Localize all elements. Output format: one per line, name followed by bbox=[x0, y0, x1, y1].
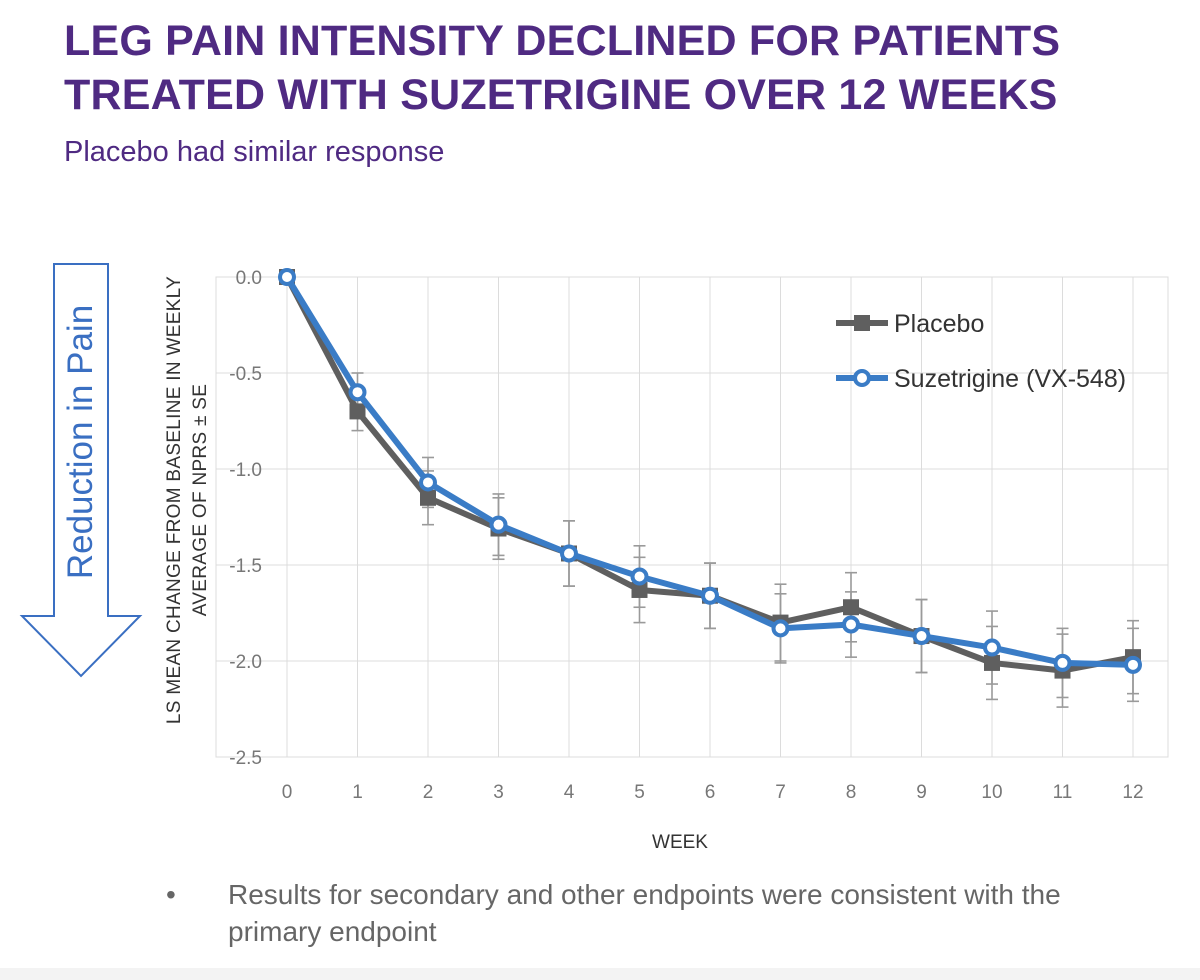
plot-area bbox=[215, 276, 1169, 758]
x-tick-label: 5 bbox=[634, 782, 645, 803]
y-tick-label: -2.5 bbox=[229, 748, 262, 769]
data-point-placebo bbox=[631, 581, 648, 598]
x-tick-label: 12 bbox=[1122, 782, 1143, 803]
data-point-suzetrigine bbox=[1053, 653, 1072, 672]
x-tick-label: 8 bbox=[846, 782, 857, 803]
data-point-placebo bbox=[984, 654, 1000, 671]
data-point-suzetrigine bbox=[771, 619, 790, 638]
data-point-placebo bbox=[843, 599, 859, 616]
data-point-suzetrigine bbox=[278, 268, 296, 286]
bullet-text: Results for secondary and other endpoint… bbox=[228, 879, 1061, 947]
legend-label-suzetrigine: Suzetrigine (VX-548) bbox=[894, 365, 1126, 393]
x-tick-label: 6 bbox=[705, 782, 716, 803]
reduction-in-pain-arrow: Reduction in Pain bbox=[18, 262, 144, 680]
data-point-placebo bbox=[349, 403, 366, 420]
data-point-suzetrigine bbox=[419, 473, 437, 492]
x-tick-label: 9 bbox=[916, 782, 927, 803]
data-point-suzetrigine bbox=[912, 627, 931, 646]
legend-label-placebo: Placebo bbox=[894, 310, 984, 338]
data-point-suzetrigine bbox=[842, 615, 860, 634]
x-tick-label: 1 bbox=[352, 782, 363, 803]
data-point-suzetrigine bbox=[630, 567, 649, 586]
bullet-marker: • bbox=[166, 879, 176, 910]
data-point-suzetrigine bbox=[701, 586, 719, 605]
y-tick-label: -0.5 bbox=[229, 364, 262, 385]
page-title: LEG PAIN INTENSITY DECLINED FOR PATIENTS… bbox=[64, 17, 1061, 119]
page-subtitle: Placebo had similar response bbox=[64, 136, 445, 168]
data-point-suzetrigine bbox=[983, 638, 1001, 657]
data-point-suzetrigine bbox=[489, 515, 508, 534]
x-tick-label: 3 bbox=[493, 782, 504, 803]
x-axis-title: WEEK bbox=[652, 832, 708, 853]
y-tick-label: -1.0 bbox=[229, 460, 262, 481]
x-tick-label: 7 bbox=[775, 782, 786, 803]
data-point-suzetrigine bbox=[348, 383, 367, 402]
footer-strip bbox=[0, 968, 1200, 980]
y-tick-label: -2.0 bbox=[229, 652, 262, 673]
data-point-placebo bbox=[420, 489, 436, 506]
y-tick-label: -1.5 bbox=[229, 556, 262, 577]
line-chart: 0.0-0.5-1.0-1.5-2.0-2.50 1 2 3 4 5 6 7 8 9 10 11 12P… bbox=[215, 268, 1169, 803]
x-tick-label: 11 bbox=[1053, 782, 1073, 803]
y-tick-label: 0.0 bbox=[236, 268, 262, 289]
x-tick-label: 0 bbox=[282, 782, 293, 803]
x-tick-label: 2 bbox=[423, 782, 434, 803]
x-tick-label: 10 bbox=[981, 782, 1002, 803]
down-arrow-icon bbox=[19, 263, 143, 678]
data-point-suzetrigine bbox=[560, 544, 578, 563]
data-point-suzetrigine bbox=[1124, 655, 1142, 674]
legend-marker-suzetrigine bbox=[853, 369, 871, 387]
x-tick-label: 4 bbox=[564, 782, 575, 803]
legend-marker-placebo bbox=[854, 315, 870, 331]
